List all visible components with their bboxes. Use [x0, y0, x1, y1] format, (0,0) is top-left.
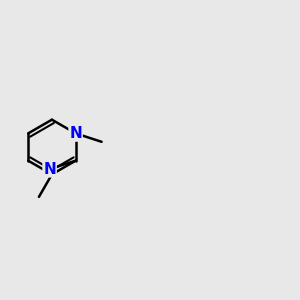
Text: N: N	[43, 162, 56, 177]
Text: N: N	[69, 126, 82, 141]
